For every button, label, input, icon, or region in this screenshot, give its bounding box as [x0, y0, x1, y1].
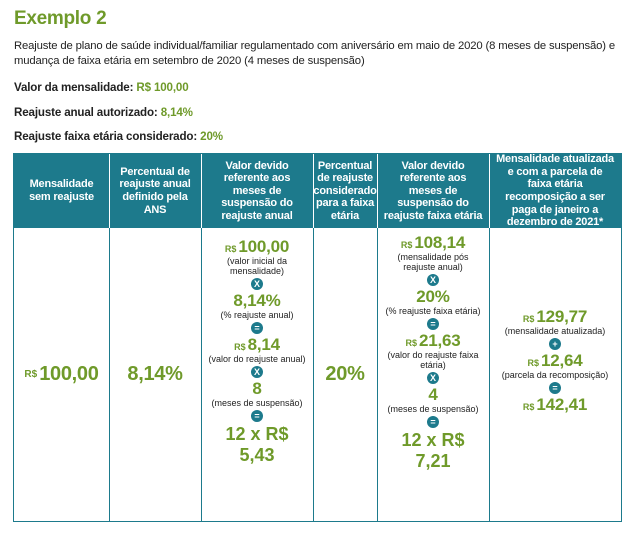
- equals-icon: =: [251, 410, 263, 422]
- age-installment-result-line1: 12 x R$: [401, 430, 465, 450]
- installment-result-line1: 12 x R$: [225, 424, 289, 444]
- cell-updated-monthly: R$ 129,77 (mensalidade atualizada) + R$ …: [489, 228, 621, 521]
- age-percentage-caption: (% reajuste faixa etária): [385, 306, 481, 316]
- equals-icon: =: [427, 318, 439, 330]
- installment-result-line2: 5,43: [239, 445, 275, 465]
- currency-label: R$: [522, 314, 535, 324]
- post-adjustment-monthly-value: 108,14: [414, 233, 466, 252]
- example-title: Exemplo 2: [14, 8, 107, 29]
- fact-value: 8,14%: [160, 106, 193, 119]
- updated-monthly-value: 129,77: [536, 307, 588, 326]
- cell-age-percentage: 20%: [313, 228, 377, 521]
- age-suspension-months-caption: (meses de suspensão): [387, 404, 479, 414]
- header-divider: [377, 154, 378, 228]
- recomposition-value: 12,64: [540, 351, 583, 370]
- fact-annual-adjustment: Reajuste anual autorizado: 8,14%: [14, 106, 193, 119]
- header-ans-percentage: Percentual de reajuste anual definido pe…: [119, 165, 191, 216]
- cell-age-calculation: R$ 108,14 (mensalidade pós reajuste anua…: [377, 228, 489, 521]
- plus-icon: +: [549, 338, 561, 350]
- age-installment-result-line2: 7,21: [415, 451, 451, 471]
- column-divider: [489, 228, 490, 521]
- age-adjustment-value: 21,63: [418, 331, 461, 350]
- currency-label: R$: [405, 338, 417, 348]
- fact-monthly-value: Valor da mensalidade: R$ 100,00: [14, 81, 189, 94]
- column-divider: [201, 228, 202, 521]
- final-monthly-value: 142,41: [536, 395, 588, 414]
- annual-percentage: 8,14%: [127, 363, 183, 385]
- column-divider: [313, 228, 314, 521]
- calculation-table: Mensalidade sem reajuste Percentual de r…: [13, 153, 622, 522]
- fact-value: 20%: [200, 130, 223, 143]
- cell-annual-percentage: 8,14%: [109, 228, 201, 521]
- equals-icon: =: [427, 416, 439, 428]
- fact-value: R$ 100,00: [136, 81, 189, 94]
- column-divider: [377, 228, 378, 521]
- cell-monthly-value: R$ 100,00: [14, 228, 109, 521]
- header-age-suspension-amount: Valor devido referente aos meses de susp…: [383, 159, 483, 222]
- annual-percentage-caption: (% reajuste anual): [220, 310, 294, 320]
- annual-adjustment-caption: (valor do reajuste anual): [208, 354, 306, 364]
- age-percentage: 20%: [325, 363, 365, 385]
- post-adjustment-monthly-caption: (mensalidade pós reajuste anual): [397, 252, 469, 272]
- multiply-icon: X: [251, 278, 263, 290]
- multiply-icon: X: [427, 372, 439, 384]
- column-divider: [109, 228, 110, 521]
- example-description: Reajuste de plano de saúde individual/fa…: [14, 40, 615, 67]
- multiply-icon: X: [251, 366, 263, 378]
- fact-label: Reajuste faixa etária considerado:: [14, 130, 198, 143]
- header-updated-monthly: Mensalidade atualizada e com a parcela d…: [496, 153, 614, 229]
- monthly-value: 100,00: [39, 363, 99, 385]
- suspension-months: 8: [252, 379, 262, 398]
- header-divider: [313, 154, 314, 228]
- age-suspension-months: 4: [428, 385, 438, 404]
- table-header: [14, 154, 621, 228]
- header-annual-suspension-amount: Valor devido referente aos meses de susp…: [221, 159, 293, 222]
- suspension-months-caption: (meses de suspensão): [211, 398, 303, 408]
- header-divider: [109, 154, 110, 228]
- age-adjustment-caption: (valor do reajuste faixa etária): [387, 350, 479, 370]
- currency-label: R$: [400, 240, 413, 250]
- initial-monthly-value: 100,00: [238, 237, 290, 256]
- currency-label: R$: [224, 244, 237, 254]
- currency-label: R$: [527, 358, 539, 368]
- multiply-icon: X: [427, 274, 439, 286]
- annual-adjustment-value: 8,14: [247, 335, 280, 354]
- updated-monthly-caption: (mensalidade atualizada): [504, 326, 606, 336]
- fact-age-adjustment: Reajuste faixa etária considerado: 20%: [14, 130, 223, 143]
- equals-icon: =: [549, 382, 561, 394]
- cell-annual-calculation: R$ 100,00 (valor inicial da mensalidade)…: [201, 228, 313, 521]
- header-monthly-no-adjustment: Mensalidade sem reajuste: [29, 178, 94, 203]
- currency-label: R$: [522, 402, 535, 412]
- age-percentage-value: 20%: [416, 287, 450, 306]
- header-age-percentage: Percentual de reajuste considerado para …: [313, 159, 377, 222]
- fact-label: Reajuste anual autorizado:: [14, 106, 158, 119]
- header-divider: [489, 154, 490, 228]
- currency-label: R$: [234, 342, 246, 352]
- annual-percentage-value: 8,14%: [233, 291, 281, 310]
- fact-label: Valor da mensalidade:: [14, 81, 134, 94]
- recomposition-caption: (parcela da recomposição): [501, 370, 609, 380]
- initial-monthly-caption: (valor inicial da mensalidade): [226, 256, 288, 276]
- currency-label: R$: [24, 369, 38, 380]
- header-divider: [201, 154, 202, 228]
- equals-icon: =: [251, 322, 263, 334]
